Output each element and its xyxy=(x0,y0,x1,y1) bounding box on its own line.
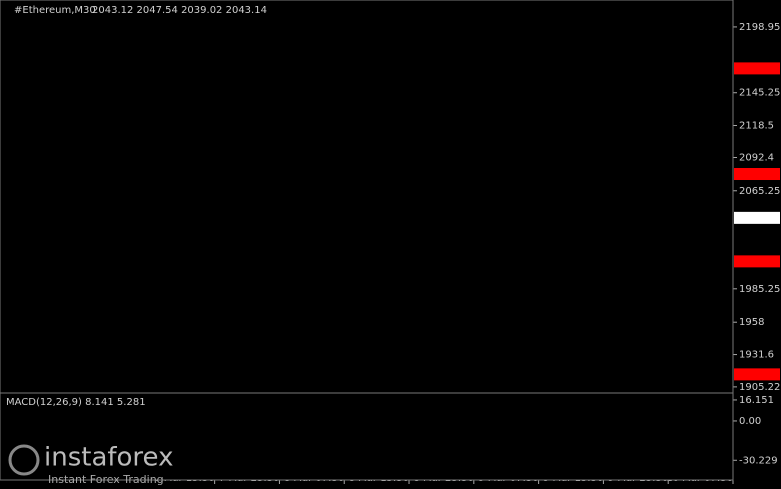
y-tick-label: 0.00 xyxy=(739,416,761,427)
y-tick-label: 1905.22 xyxy=(739,382,780,393)
level-label-box xyxy=(734,255,780,268)
price-pane xyxy=(0,0,734,394)
logo-tagline: Instant Forex Trading xyxy=(48,473,164,486)
symbol: #Ethereum,M30 xyxy=(14,5,96,16)
logo: instaforex Instant Forex Trading xyxy=(8,443,173,486)
macd-pane xyxy=(0,392,734,481)
macd-title: MACD(12,26,9) 8.141 5.281 xyxy=(6,397,146,408)
ohlc: 2043.12 2047.54 2039.02 2043.14 xyxy=(92,5,267,16)
level-label-box xyxy=(734,368,780,381)
level-label-box xyxy=(734,62,780,75)
y-tick-label: 16.151 xyxy=(739,395,774,406)
level-label-box xyxy=(734,168,780,181)
y-tick-label: 2118.5 xyxy=(739,121,774,132)
y-tick-label: 1931.6 xyxy=(739,350,774,361)
logo-brand: instaforex xyxy=(44,443,173,473)
y-tick-label: 2065.25 xyxy=(739,186,780,197)
logo-icon xyxy=(8,444,40,476)
last-price-box xyxy=(734,211,780,224)
y-tick-label: 1985.25 xyxy=(739,284,780,295)
y-tick-label: 1958 xyxy=(739,317,764,328)
y-tick-label: 2092.4 xyxy=(739,152,774,163)
y-tick-label: -30.229 xyxy=(739,455,778,466)
y-tick-label: 2145.25 xyxy=(739,88,780,99)
y-tick-label: 2198.95 xyxy=(739,22,780,33)
